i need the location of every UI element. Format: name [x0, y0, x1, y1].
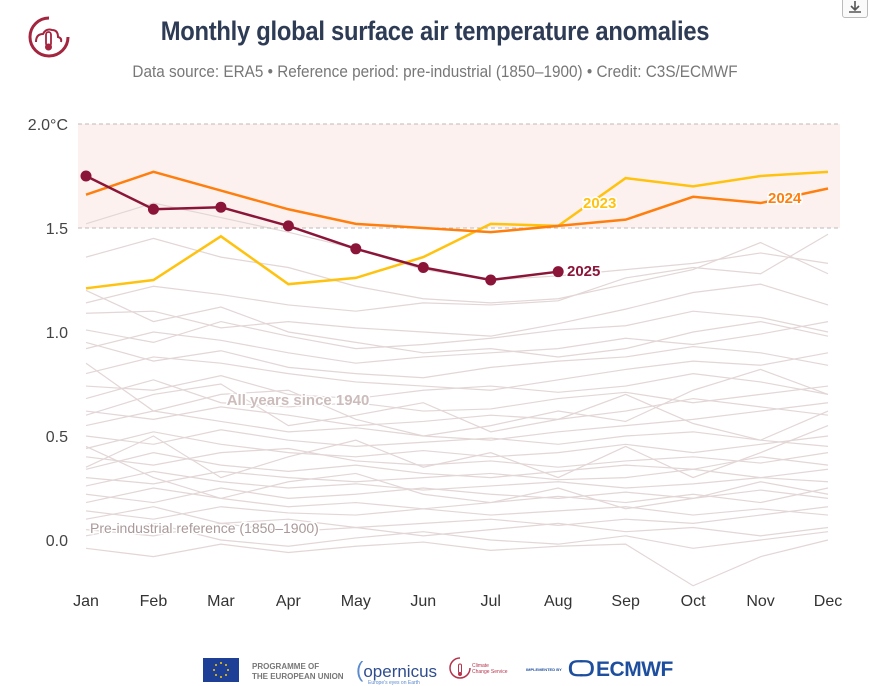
background-year-line	[85, 233, 829, 312]
series-2025: 2025	[80, 170, 602, 286]
background-year-line	[85, 487, 829, 504]
background-year-line	[85, 383, 829, 441]
background-year-line	[85, 429, 829, 448]
y-tick-label: 2.0°C	[28, 117, 68, 134]
x-tick-label: Mar	[207, 593, 235, 610]
copernicus-logo: (opernicus Europe's eyes on Earth	[356, 657, 438, 686]
series-label-2023: 2023	[583, 195, 616, 212]
background-year-line	[85, 445, 829, 510]
x-tick-label: Dec	[814, 593, 842, 610]
data-point-2025	[350, 243, 362, 255]
c3s-line1: Climate	[472, 663, 489, 669]
climate-thermometer-logo-icon	[28, 16, 70, 58]
ecmwf-text: ECMWF	[596, 658, 673, 681]
y-axis: 2.0°C 1.5 1.0 0.5 0.0	[28, 117, 68, 550]
x-tick-label: Jun	[410, 593, 436, 610]
c3s-logo-icon	[449, 657, 471, 679]
background-year-line	[85, 237, 829, 304]
implemented-by-text: IMPLEMENTED BY	[526, 667, 562, 672]
background-year-line	[85, 341, 829, 379]
series-line-2023	[85, 170, 829, 290]
y-tick-label: 0.5	[46, 429, 68, 446]
series-2024: 2024	[85, 170, 829, 234]
x-tick-label: Jan	[73, 593, 99, 610]
background-year-line	[85, 289, 829, 358]
data-point-2025	[147, 203, 159, 215]
background-year-line	[85, 431, 829, 458]
series-line-2025	[85, 174, 559, 282]
x-tick-label: Oct	[681, 593, 706, 610]
background-year-line	[85, 506, 829, 520]
background-year-line	[85, 452, 829, 479]
threshold-band	[78, 124, 840, 228]
data-point-2025	[485, 274, 497, 286]
series-label-2024: 2024	[768, 190, 802, 207]
series-line-2024	[85, 170, 829, 234]
copernicus-text: opernicus	[363, 662, 438, 681]
eu-line1: PROGRAMME OF	[252, 662, 320, 671]
background-year-line	[85, 425, 829, 479]
background-year-line	[85, 539, 829, 587]
chart-subtitle: Data source: ERA5 • Reference period: pr…	[132, 62, 738, 81]
background-year-line	[85, 447, 829, 468]
c3s-text: Climate Change Service	[472, 663, 508, 675]
background-year-line	[85, 522, 829, 537]
background-year-line	[85, 310, 829, 350]
y-tick-label: 1.0	[46, 325, 68, 342]
download-button[interactable]	[842, 0, 868, 18]
eu-line2: THE EUROPEAN UNION	[252, 672, 344, 681]
x-tick-label: Jul	[481, 593, 501, 610]
series-label-2025: 2025	[567, 263, 600, 280]
annotation-pre-industrial: Pre-industrial reference (1850–1900)	[90, 520, 319, 536]
series-2023: 2023	[85, 170, 829, 290]
download-icon	[849, 1, 861, 13]
background-year-line	[85, 352, 829, 391]
ecmwf-logo: ᑕᑐ ECMWF	[568, 658, 673, 681]
background-year-line	[85, 321, 829, 364]
background-year-line	[85, 402, 829, 441]
data-point-2025	[215, 201, 227, 213]
x-tick-label: Feb	[140, 593, 168, 610]
y-tick-label: 0.0	[46, 533, 68, 550]
x-tick-label: Sep	[611, 593, 640, 610]
background-year-line	[85, 362, 829, 437]
footer-logos: PROGRAMME OF THE EUROPEAN UNION (opernicu…	[0, 652, 870, 686]
data-point-2025	[417, 262, 429, 274]
background-year-line	[85, 379, 829, 412]
background-years	[85, 202, 829, 587]
eu-programme-text: PROGRAMME OF THE EUROPEAN UNION	[252, 662, 344, 682]
chart-title: Monthly global surface air temperature a…	[160, 16, 710, 46]
background-year-line	[85, 397, 829, 427]
data-point-2025	[282, 220, 294, 232]
x-tick-label: May	[341, 593, 371, 610]
data-point-2025	[552, 266, 564, 278]
copernicus-tagline: Europe's eyes on Earth	[368, 680, 420, 686]
x-axis: Jan Feb Mar Apr May Jun Jul Aug Sep Oct Nov Dec	[73, 593, 842, 610]
annotation-all-years: All years since 1940	[227, 392, 370, 409]
grid-lines	[78, 123, 840, 229]
data-point-2025	[80, 170, 92, 182]
background-year-line	[85, 372, 829, 400]
background-year-line	[85, 506, 829, 529]
line-chart: 2.0°C 1.5 1.0 0.5 0.0 Jan Feb Mar Apr May Jun Jul A…	[28, 117, 842, 610]
background-year-line	[85, 468, 829, 491]
x-tick-label: Apr	[276, 593, 302, 610]
eu-flag-icon	[203, 658, 239, 682]
y-tick-label: 1.5	[46, 221, 68, 238]
c3s-line2: Change Service	[472, 669, 508, 675]
background-year-line	[85, 468, 829, 485]
highlight-series: 2023 2024 2025	[80, 170, 829, 290]
background-year-line	[85, 522, 829, 549]
x-tick-label: Aug	[544, 593, 572, 610]
x-tick-label: Nov	[746, 593, 774, 610]
